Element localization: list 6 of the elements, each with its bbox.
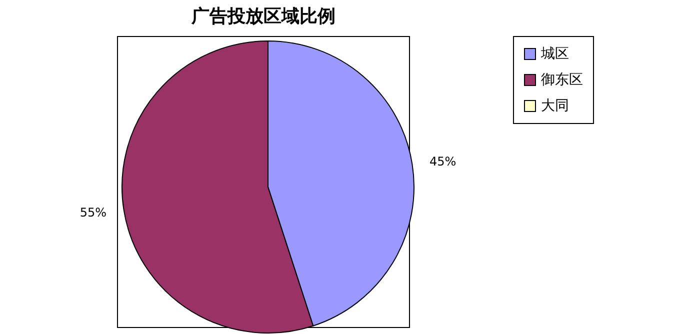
legend-label: 御东区 [541,71,583,89]
chart-title: 广告投放区域比例 [190,5,336,28]
data-label: 55% [80,206,106,220]
legend-label: 大同 [541,97,569,115]
data-label: 45% [430,154,456,168]
legend-label: 城区 [541,45,569,63]
